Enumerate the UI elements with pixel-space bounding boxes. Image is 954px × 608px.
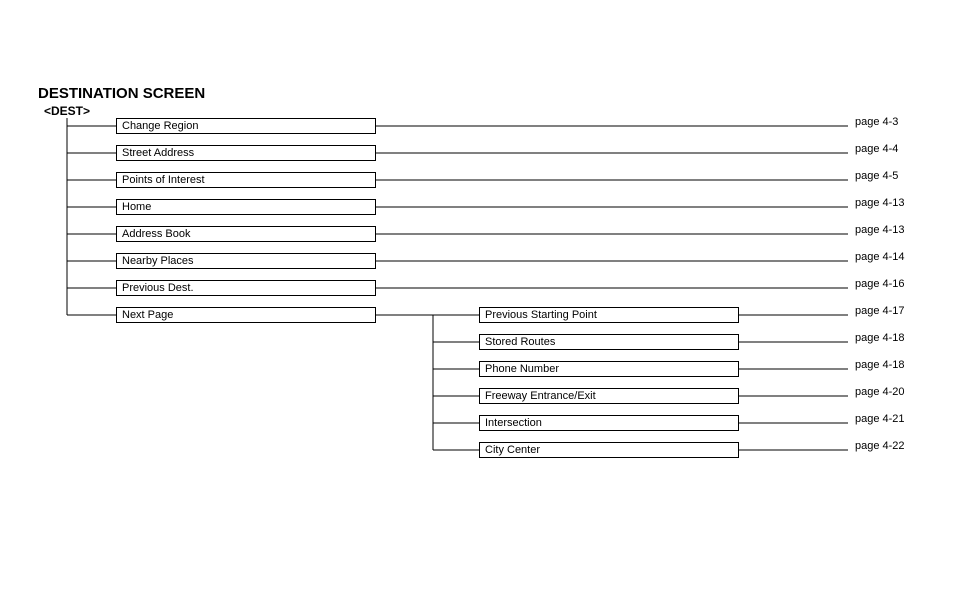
menu-item-7-1: Stored Routes (479, 334, 739, 350)
menu-item-1: Street Address (116, 145, 376, 161)
page-ref-6: page 4-16 (855, 278, 905, 290)
menu-tree-diagram: DESTINATION SCREEN <DEST> Change Region p… (0, 0, 954, 608)
page-ref-3: page 4-13 (855, 197, 905, 209)
page-ref-0: page 4-3 (855, 116, 898, 128)
menu-item-3: Home (116, 199, 376, 215)
page-ref-7-5: page 4-22 (855, 440, 905, 452)
menu-item-4: Address Book (116, 226, 376, 242)
page-ref-7-2: page 4-18 (855, 359, 905, 371)
menu-item-7-3: Freeway Entrance/Exit (479, 388, 739, 404)
menu-item-7-5: City Center (479, 442, 739, 458)
menu-item-6: Previous Dest. (116, 280, 376, 296)
page-ref-2: page 4-5 (855, 170, 898, 182)
page-subtitle: <DEST> (44, 104, 90, 118)
page-ref-7-4: page 4-21 (855, 413, 905, 425)
page-title: DESTINATION SCREEN (38, 85, 205, 102)
menu-item-2: Points of Interest (116, 172, 376, 188)
menu-item-7-0: Previous Starting Point (479, 307, 739, 323)
page-ref-7-3: page 4-20 (855, 386, 905, 398)
page-ref-7-0: page 4-17 (855, 305, 905, 317)
page-ref-1: page 4-4 (855, 143, 898, 155)
menu-item-7: Next Page (116, 307, 376, 323)
page-ref-5: page 4-14 (855, 251, 905, 263)
page-ref-4: page 4-13 (855, 224, 905, 236)
menu-item-0: Change Region (116, 118, 376, 134)
menu-item-7-2: Phone Number (479, 361, 739, 377)
page-ref-7-1: page 4-18 (855, 332, 905, 344)
menu-item-7-4: Intersection (479, 415, 739, 431)
menu-item-5: Nearby Places (116, 253, 376, 269)
